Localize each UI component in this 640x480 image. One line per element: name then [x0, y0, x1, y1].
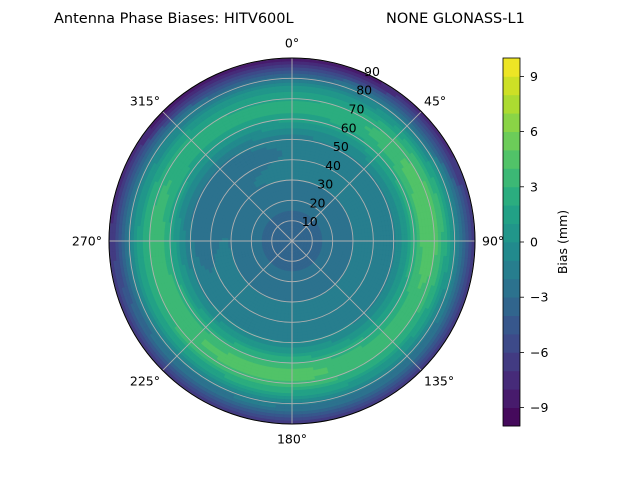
bias-contour-field — [109, 58, 475, 424]
chart-subtitle: NONE GLONASS-L1 — [386, 11, 525, 27]
polar-plot-area: 0°45°90°135°180°225°270°315° 10203040506… — [72, 36, 504, 447]
chart-title: Antenna Phase Biases: HITV600L — [54, 11, 294, 27]
